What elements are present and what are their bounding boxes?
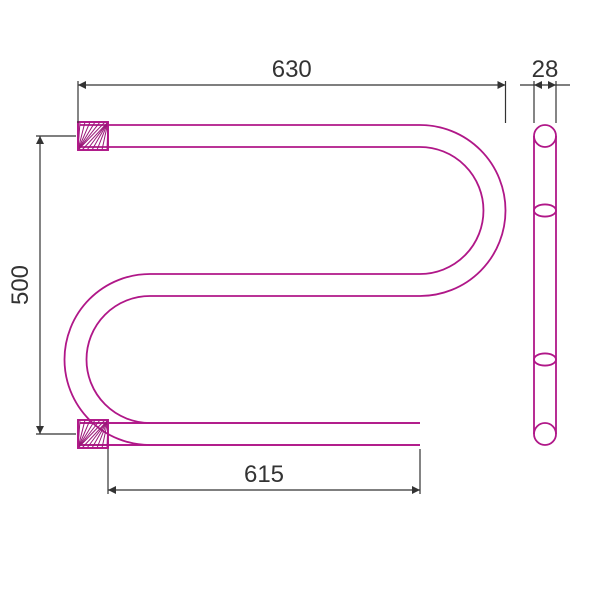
dim-top-width: 630 [272, 56, 312, 83]
dim-height: 500 [7, 265, 34, 305]
dim-diameter: 28 [532, 56, 559, 83]
dim-bottom-width: 615 [244, 461, 284, 488]
